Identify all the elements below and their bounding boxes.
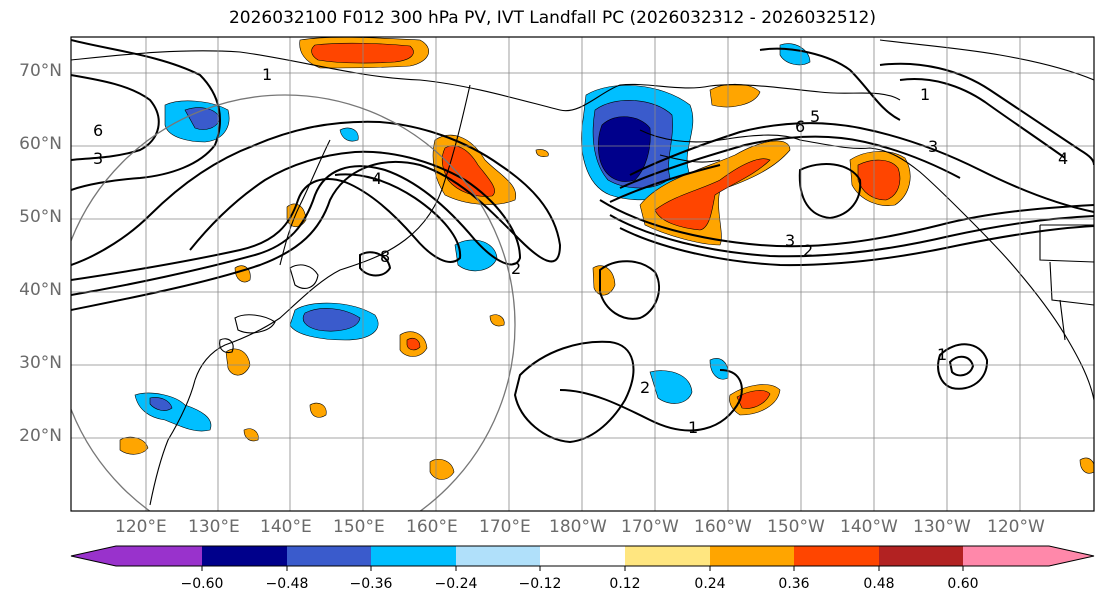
lon-label: 150°W: [767, 517, 825, 537]
colorbar-segment: [710, 546, 794, 566]
contour-label: 1: [262, 65, 272, 84]
positive-anomaly-patch: [535, 149, 549, 157]
landfall-region-circle: [71, 94, 516, 511]
positive-anomaly-patch: [429, 459, 455, 480]
contour-label: 1: [937, 345, 947, 364]
positive-anomaly-patch: [311, 42, 414, 64]
positive-anomaly-patch: [857, 159, 901, 201]
negative-anomaly-patch: [779, 43, 811, 66]
contour-label: 2: [803, 241, 813, 260]
contour-label: 8: [380, 247, 390, 266]
colorbar-tick-label: −0.36: [349, 576, 393, 592]
colorbar-tick-label: 0.12: [609, 576, 641, 592]
lon-label: 170°W: [621, 517, 679, 537]
colorbar-segment: [540, 546, 625, 566]
lon-label: 120°E: [115, 517, 167, 537]
colorbar-segment: [625, 546, 710, 566]
lat-label-60n: 60°N: [19, 134, 62, 154]
colorbar-tick-label: −0.12: [518, 576, 562, 592]
colorbar-max-extend: [1049, 546, 1094, 566]
colorbar-tick-label: 0.24: [694, 576, 726, 592]
contour-label: 3: [928, 137, 938, 156]
contour-label: 6: [795, 117, 805, 136]
colorbar-tick-label: 0.60: [947, 576, 979, 592]
colorbar-tick-label: −0.48: [265, 576, 309, 592]
contour-label: 6: [93, 121, 103, 140]
colorbar: [70, 545, 1095, 571]
positive-anomaly-patch: [489, 314, 505, 327]
colorbar-tick-label: −0.24: [434, 576, 478, 592]
colorbar-segment: [371, 546, 456, 566]
contour-label: 3: [93, 149, 103, 168]
contour-label: 2: [640, 378, 650, 397]
colorbar-tick-label: −0.60: [180, 576, 224, 592]
colorbar-segment: [963, 546, 1049, 566]
colorbar-segment: [202, 546, 287, 566]
lon-label: 140°W: [840, 517, 898, 537]
contour-label: 3: [785, 231, 795, 250]
lat-label-40n: 40°N: [19, 280, 62, 300]
positive-anomaly-patch: [709, 83, 761, 108]
lat-label-30n: 30°N: [19, 353, 62, 373]
colorbar-segment: [456, 546, 540, 566]
positive-anomaly-patch: [406, 337, 421, 351]
colorbar-outline: [70, 545, 1095, 567]
contour-label: 5: [810, 107, 820, 126]
negative-anomaly-patch: [597, 116, 651, 182]
negative-anomaly-patch: [149, 397, 173, 411]
graticule: [71, 37, 1094, 511]
colorbar-segment: [116, 546, 202, 566]
lon-label: 120°W: [987, 517, 1045, 537]
colorbar-segment: [794, 546, 879, 566]
map-frame: [70, 36, 1095, 512]
lon-label: 130°W: [913, 517, 971, 537]
map-title: 2026032100 F012 300 hPa PV, IVT Landfall…: [228, 8, 876, 28]
lon-label: 180°W: [549, 517, 607, 537]
colorbar-min-extend: [71, 546, 116, 566]
negative-anomaly-patch: [454, 239, 498, 272]
positive-anomaly-patch: [736, 390, 771, 409]
contour-label: 4: [372, 169, 382, 188]
negative-anomaly-patch: [339, 127, 359, 142]
pv-anomaly-shading: [134, 43, 811, 432]
pv-contours: [71, 39, 1094, 444]
colorbar-segment: [287, 546, 371, 566]
positive-anomaly-patch: [309, 402, 327, 418]
lon-label: 150°E: [333, 517, 385, 537]
colorbar-tick-label: 0.36: [778, 576, 810, 592]
lat-label-50n: 50°N: [19, 207, 62, 227]
negative-anomaly-patch: [649, 370, 693, 404]
contour-label: 2: [511, 259, 521, 278]
lon-label: 170°E: [479, 517, 531, 537]
lat-label-70n: 70°N: [19, 61, 62, 81]
negative-anomaly-patch: [709, 358, 729, 380]
lon-label: 140°E: [260, 517, 312, 537]
negative-anomaly-patch: [302, 308, 361, 332]
contour-label: 1: [688, 418, 698, 437]
lon-label: 160°W: [694, 517, 752, 537]
contour-label: 1: [920, 85, 930, 104]
positive-anomaly-patch: [654, 158, 771, 231]
lat-label-20n: 20°N: [19, 426, 62, 446]
positive-anomaly-patch: [286, 203, 307, 228]
positive-anomaly-patch: [592, 265, 616, 296]
contour-labels: 1 3 6 4 8 6 5 2 3 4 1 3 2 1 2 1: [93, 65, 1068, 437]
lon-label: 160°E: [406, 517, 458, 537]
positive-anomaly-patch: [1079, 457, 1094, 474]
lon-label: 130°E: [188, 517, 240, 537]
contour-label: 4: [1058, 149, 1068, 168]
colorbar-segment: [879, 546, 963, 566]
colorbar-tick-label: 0.48: [863, 576, 895, 592]
positive-anomaly-patch: [119, 436, 149, 455]
positive-anomaly-patch: [243, 428, 259, 442]
